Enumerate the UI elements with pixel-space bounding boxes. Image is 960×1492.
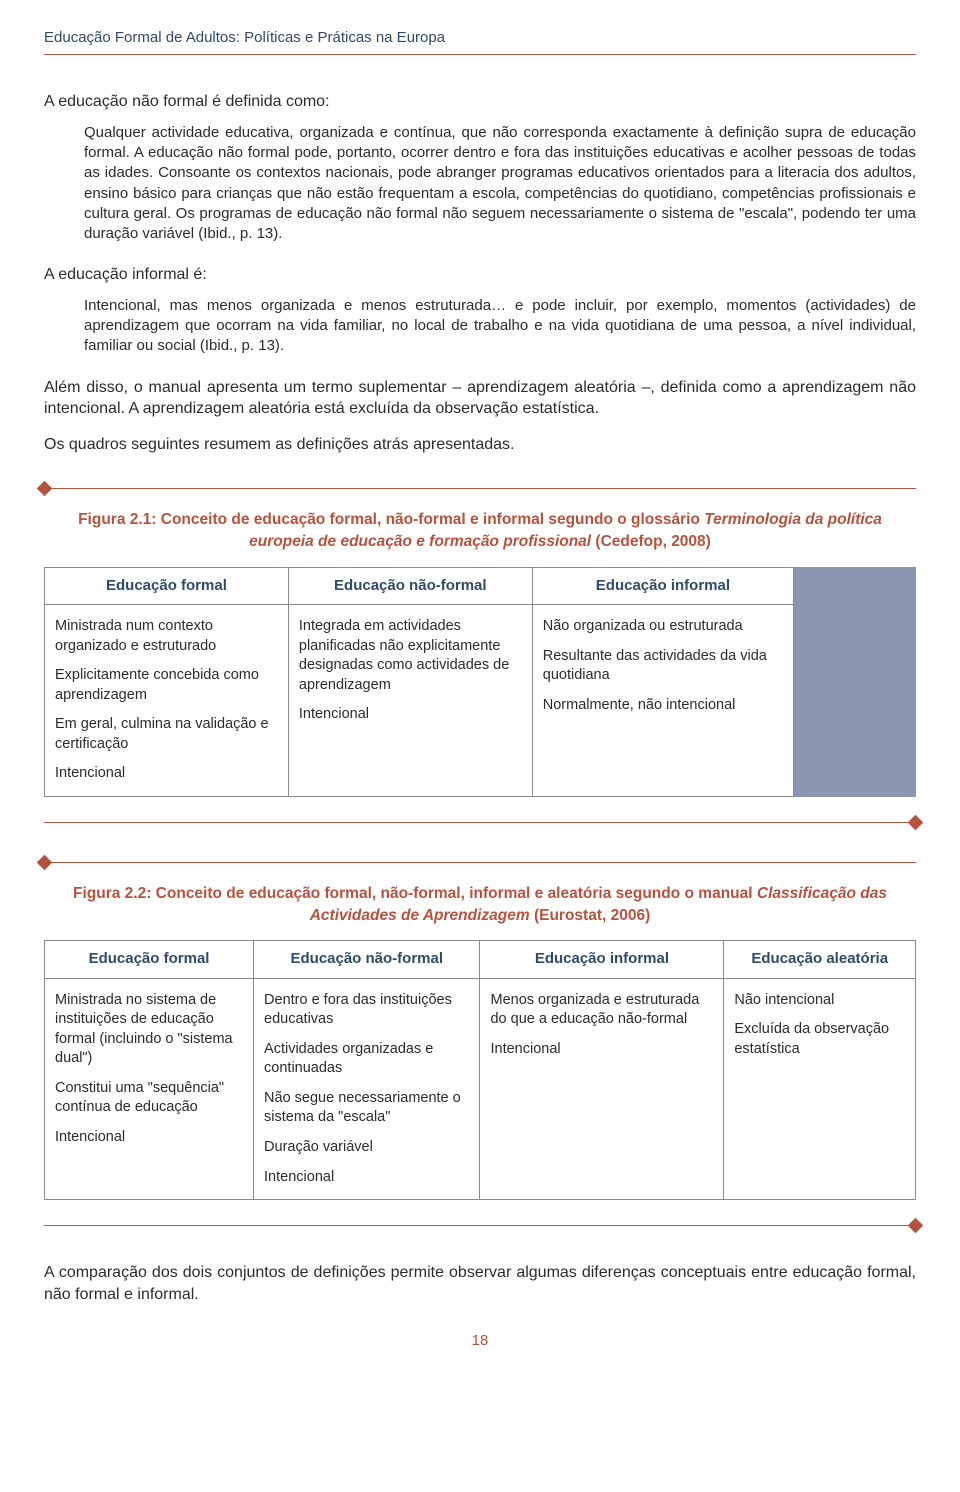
figure-2-1-title: Figura 2.1: Conceito de educação formal,…: [44, 495, 916, 566]
figure-2-1-table: Educação formal Educação não-formal Educ…: [44, 567, 916, 797]
fig22-cell-3: Menos organizada e estruturada do que a …: [480, 978, 724, 1200]
fig22-header-3: Educação informal: [480, 941, 724, 978]
lead-informal: A educação informal é:: [44, 264, 916, 286]
fig22-c1-l1: Ministrada no sistema de instituições de…: [55, 991, 243, 1069]
paragraph-comparison: A comparação dos dois conjuntos de defin…: [44, 1262, 916, 1305]
figure-2-2-title: Figura 2.2: Conceito de educação formal,…: [44, 869, 916, 940]
fig22-c2-l5: Intencional: [264, 1168, 469, 1188]
figure-2-1: Figura 2.1: Conceito de educação formal,…: [44, 481, 916, 829]
fig21-c1-l4: Intencional: [55, 764, 278, 784]
fig21-header-3: Educação informal: [532, 567, 793, 604]
fig21-c3-l1: Não organizada ou estruturada: [543, 617, 783, 637]
fig22-c2-l1: Dentro e fora das instituições educativa…: [264, 991, 469, 1030]
fig21-header-blank: [794, 567, 916, 604]
fig22-c3-l2: Intencional: [490, 1040, 713, 1060]
fig21-c3-l2: Resultante das actividades da vida quoti…: [543, 647, 783, 686]
fig22-c2-l4: Duração variável: [264, 1138, 469, 1158]
fig21-cell-1: Ministrada num contexto organizado e est…: [45, 605, 289, 797]
fig22-c2-l3: Não segue necessariamente o sistema da "…: [264, 1089, 469, 1128]
fig21-c1-l1: Ministrada num contexto organizado e est…: [55, 617, 278, 656]
fig22-c2-l2: Actividades organizadas e continuadas: [264, 1040, 469, 1079]
diamond-icon: [908, 1217, 924, 1233]
fig22-c1-l2: Constitui uma "sequência" contínua de ed…: [55, 1079, 243, 1118]
diamond-icon: [908, 814, 924, 830]
fig22-cell-2: Dentro e fora das instituições educativa…: [254, 978, 480, 1200]
figure-2-2-table: Educação formal Educação não-formal Educ…: [44, 940, 916, 1200]
fig22-header-2: Educação não-formal: [254, 941, 480, 978]
title-part-b: (Eurostat, 2006): [530, 907, 651, 924]
fig21-c1-l2: Explicitamente concebida como aprendizag…: [55, 666, 278, 705]
page-number: 18: [44, 1331, 916, 1351]
fig22-c4-l1: Não intencional: [734, 991, 905, 1011]
fig21-header-1: Educação formal: [45, 567, 289, 604]
diamond-icon: [37, 854, 53, 870]
title-part-a: Figura 2.1: Conceito de educação formal,…: [78, 511, 704, 528]
quote-informal: Intencional, mas menos organizada e meno…: [84, 296, 916, 357]
fig22-c4-l2: Excluída da observação estatística: [734, 1020, 905, 1059]
fig22-c3-l1: Menos organizada e estruturada do que a …: [490, 991, 713, 1030]
fig22-header-1: Educação formal: [45, 941, 254, 978]
fig22-cell-1: Ministrada no sistema de instituições de…: [45, 978, 254, 1200]
fig21-c1-l3: Em geral, culmina na validação e certifi…: [55, 715, 278, 754]
running-head: Educação Formal de Adultos: Políticas e …: [44, 28, 916, 55]
diamond-icon: [37, 481, 53, 497]
fig21-cell-2: Integrada em actividades planificadas nã…: [288, 605, 532, 797]
rule-bottom: [44, 815, 916, 829]
fig21-c2-l1: Integrada em actividades planificadas nã…: [299, 617, 522, 695]
fig21-c3-l3: Normalmente, não intencional: [543, 696, 783, 716]
rule-top: [44, 855, 916, 869]
fig22-cell-4: Não intencional Excluída da observação e…: [724, 978, 916, 1200]
fig21-header-2: Educação não-formal: [288, 567, 532, 604]
fig21-c2-l2: Intencional: [299, 705, 522, 725]
lead-nonformal: A educação não formal é definida como:: [44, 91, 916, 113]
paragraph-aleatoria: Além disso, o manual apresenta um termo …: [44, 377, 916, 420]
fig22-header-4: Educação aleatória: [724, 941, 916, 978]
fig21-cell-blank: [794, 605, 916, 797]
fig21-cell-3: Não organizada ou estruturada Resultante…: [532, 605, 793, 797]
figure-2-2: Figura 2.2: Conceito de educação formal,…: [44, 855, 916, 1232]
title-part-b: (Cedefop, 2008): [591, 533, 711, 550]
title-part-a: Figura 2.2: Conceito de educação formal,…: [73, 885, 757, 902]
paragraph-summary: Os quadros seguintes resumem as definiçõ…: [44, 434, 916, 456]
rule-bottom: [44, 1218, 916, 1232]
fig22-c1-l3: Intencional: [55, 1128, 243, 1148]
quote-nonformal: Qualquer actividade educativa, organizad…: [84, 123, 916, 245]
rule-top: [44, 481, 916, 495]
